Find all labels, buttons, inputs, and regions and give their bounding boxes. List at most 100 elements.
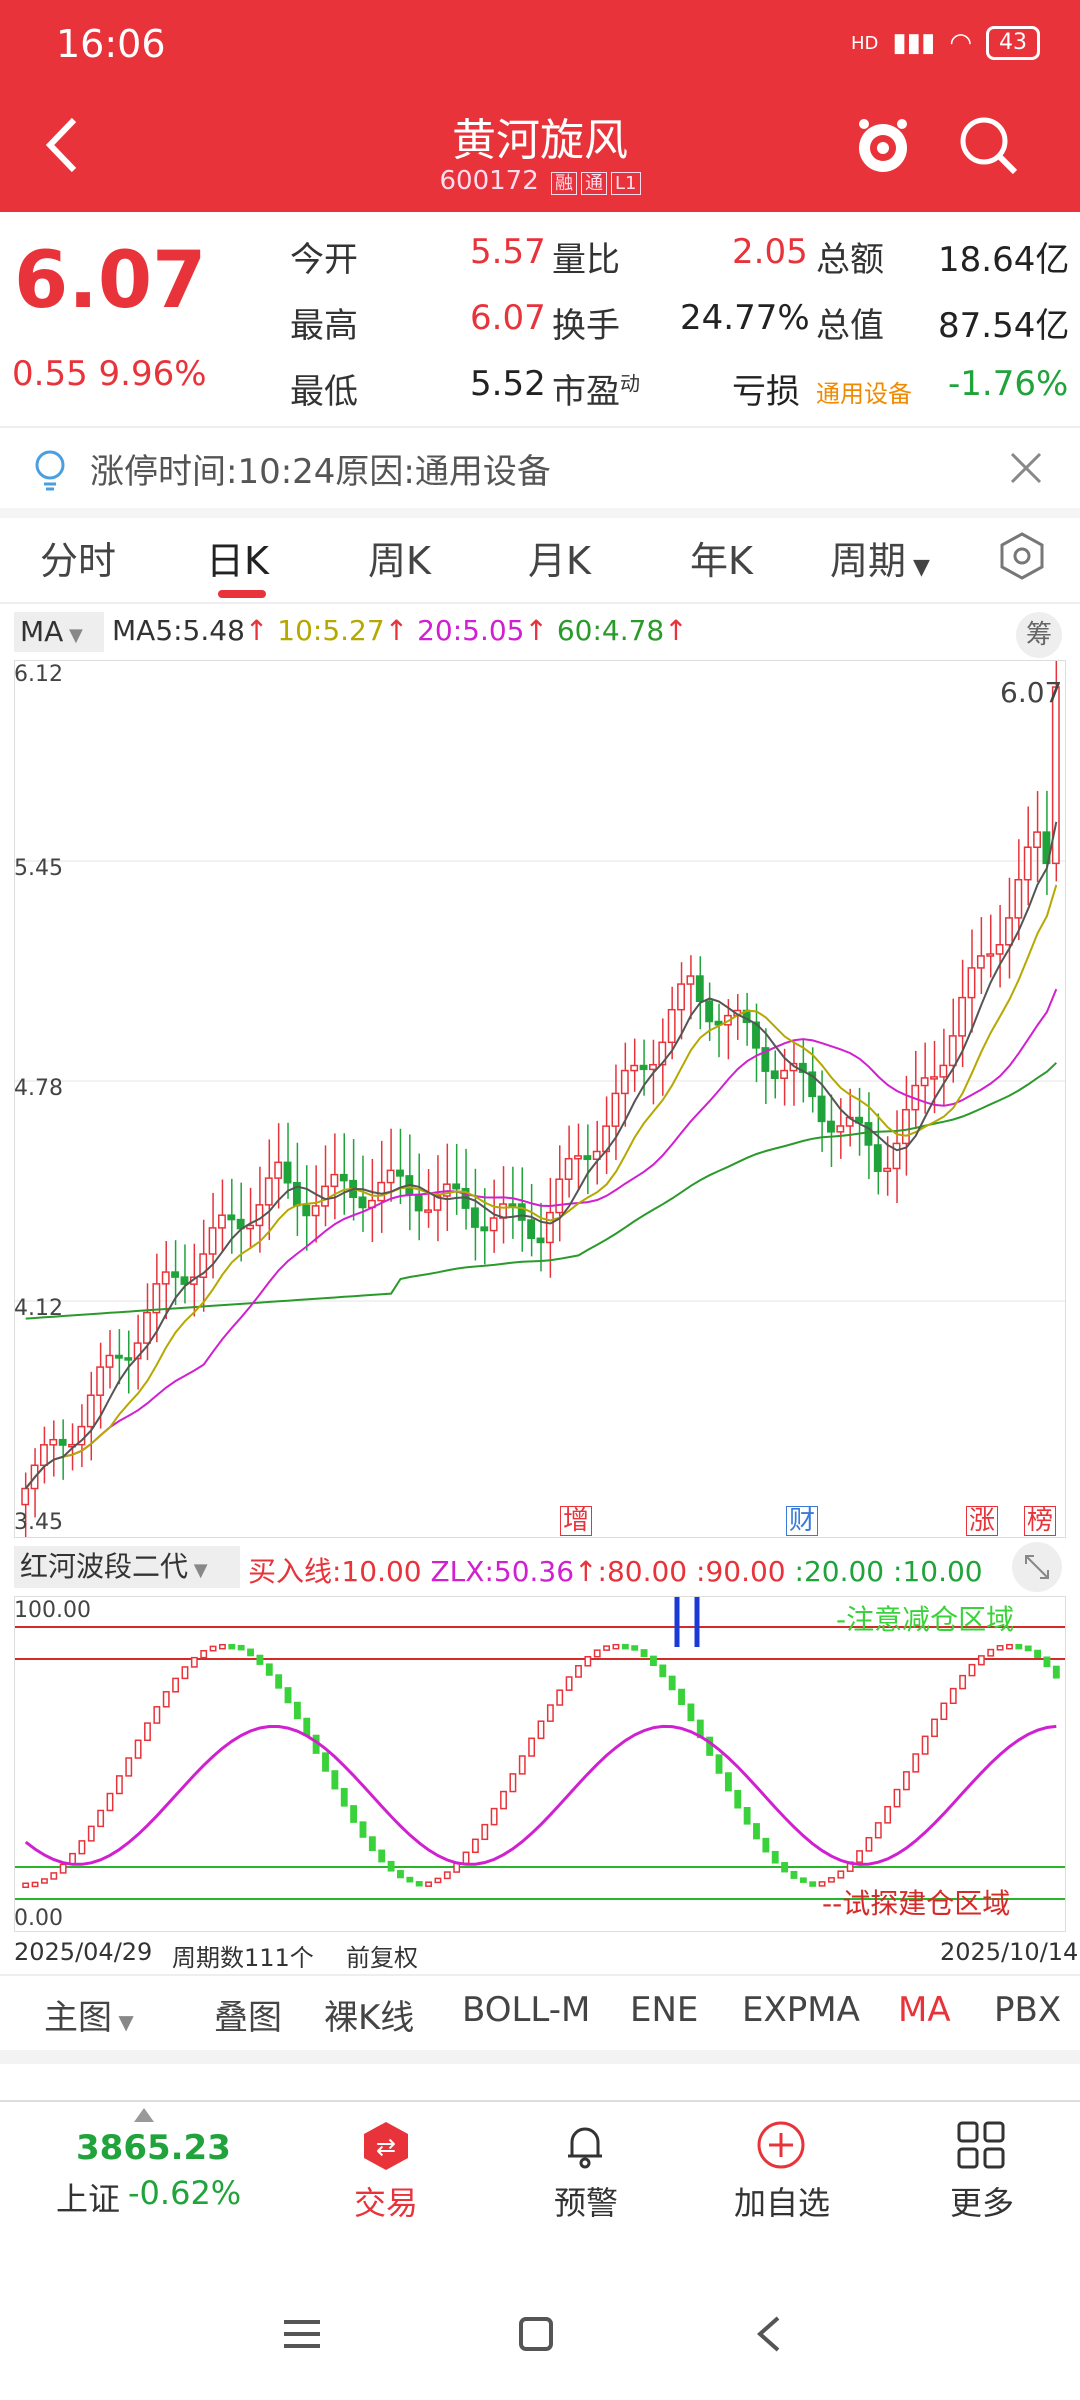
candle-body [86, 1394, 95, 1428]
adjust-type[interactable]: 前复权 [346, 1944, 418, 1972]
candle-body [39, 1444, 48, 1467]
indicator-bar [97, 1809, 105, 1828]
tab-weekly-k[interactable]: 周K [368, 539, 431, 583]
ma5-line [24, 821, 1058, 1490]
tab-period[interactable]: 周期 ▼ [830, 530, 930, 585]
indicator-bar [612, 1643, 620, 1650]
high-label: 最高 [290, 306, 358, 346]
candle-body [939, 1064, 948, 1078]
tab-yearly-k[interactable]: 年K [690, 539, 753, 583]
buy-line-value: 买入线:10.00 [248, 1555, 422, 1588]
caret-down-icon: ▼ [63, 625, 83, 646]
indicator-bar [799, 1877, 807, 1883]
indicator-bar [228, 1643, 236, 1650]
indicator-bar [659, 1664, 667, 1678]
indicator-bar [134, 1739, 142, 1759]
indicator-bar [537, 1720, 545, 1740]
expma-button[interactable]: EXPMA [742, 1990, 860, 2030]
indicator-selector[interactable]: 红河波段二代 ▼ [14, 1546, 240, 1588]
settings-hex-icon[interactable] [996, 530, 1048, 582]
search-icon[interactable] [955, 112, 1021, 178]
back-nav-icon[interactable] [754, 2314, 784, 2354]
overlay-button[interactable]: 叠图 [214, 1998, 282, 2038]
divider [0, 426, 1080, 428]
grid-menu-icon[interactable] [954, 2118, 1008, 2172]
candle-body [677, 983, 685, 1011]
svg-text:⇄: ⇄ [376, 2133, 396, 2161]
kline-svg [15, 645, 1065, 1540]
sector-change: -1.76% [948, 364, 1069, 404]
arrow-up-icon: ↑ [244, 614, 269, 647]
event-marker[interactable]: 涨 [966, 1506, 999, 1536]
indicator-bar [50, 1872, 58, 1880]
main-chart-button[interactable]: 主图 ▼ [44, 1990, 134, 2039]
candle-body [574, 1155, 582, 1160]
more-label[interactable]: 更多 [950, 2184, 1015, 2222]
trade-icon[interactable]: ⇄ [360, 2120, 412, 2172]
mcap-value: 87.54亿 [938, 306, 1070, 346]
indicator-svg [15, 1597, 1065, 1900]
naked-k-button[interactable]: 裸K线 [324, 1998, 415, 2038]
pbx-button[interactable]: PBX [994, 1990, 1062, 2030]
bell-icon[interactable] [558, 2118, 612, 2172]
candle-body [396, 1169, 404, 1177]
alert-label[interactable]: 预警 [554, 2184, 619, 2222]
indicator-bar [190, 1656, 198, 1668]
kline-chart[interactable] [14, 645, 1066, 1540]
ma-button[interactable]: MA [898, 1990, 951, 2030]
index-value[interactable]: 3865.23 [76, 2128, 231, 2168]
indicator-bar [256, 1654, 264, 1665]
close-icon[interactable] [1008, 450, 1044, 486]
event-marker[interactable]: 榜 [1024, 1506, 1057, 1536]
indicator-bar [668, 1675, 676, 1691]
menu-icon[interactable] [282, 2316, 322, 2352]
candle-body [414, 1194, 423, 1212]
chip-distribution-button[interactable]: 筹 [1016, 612, 1062, 658]
indicator-bar [500, 1790, 507, 1810]
tab-daily-k[interactable]: 日K [206, 539, 269, 583]
candle-body [705, 1000, 714, 1023]
trade-label[interactable]: 交易 [354, 2184, 419, 2222]
candle-body [686, 975, 695, 985]
indicator-chart[interactable] [14, 1596, 1066, 1932]
indicator-bar [406, 1876, 414, 1883]
event-marker[interactable]: 财 [786, 1506, 819, 1536]
indicator-bar [144, 1722, 151, 1742]
add-watchlist-label[interactable]: 加自选 [734, 2184, 831, 2222]
price-change: 0.55 9.96% [12, 354, 207, 394]
ma-selector[interactable]: MA ▼ [14, 612, 104, 652]
tab-monthly-k[interactable]: 月K [528, 539, 591, 583]
amount-label: 总额 [816, 240, 884, 280]
caret-down-icon: ▼ [906, 555, 930, 580]
sector-name[interactable]: 通用设备 [816, 380, 912, 408]
event-marker[interactable]: 增 [560, 1506, 593, 1536]
mcap-label: 总值 [816, 306, 884, 346]
indicator-bar [837, 1870, 845, 1879]
divider [0, 1974, 1080, 1976]
arrow-up-icon: ↑ [524, 614, 548, 647]
candle-body [827, 1120, 835, 1133]
indicator-bar [902, 1771, 910, 1791]
header: 16:06 HD ▮▮▮ ◠ 43 黄河旋风 600172 融通 L1 [0, 0, 1080, 212]
back-icon[interactable] [40, 110, 84, 180]
expand-icon[interactable] [1012, 1542, 1062, 1592]
home-icon[interactable] [518, 2316, 554, 2352]
line90-value: :90.00 [696, 1555, 786, 1588]
candle-body [152, 1283, 161, 1314]
y-axis-tick: 5.45 [14, 856, 63, 881]
candle-body [133, 1342, 142, 1360]
candle-body [555, 1178, 564, 1214]
add-watchlist-icon[interactable] [754, 2118, 808, 2172]
candle-body [817, 1095, 826, 1123]
ene-button[interactable]: ENE [630, 1990, 699, 2030]
boll-m-button[interactable]: BOLL-M [462, 1990, 591, 2030]
period-count: 周期数111个 [172, 1944, 314, 1972]
candle-body [199, 1253, 208, 1278]
assistant-icon[interactable] [850, 112, 916, 178]
arrow-up-icon: ↑ [574, 1555, 598, 1588]
candle-body [948, 1035, 957, 1067]
candle-body [564, 1157, 573, 1180]
indicator-bar [790, 1870, 798, 1879]
tab-intraday[interactable]: 分时 [40, 539, 117, 583]
notice-bar[interactable]: 涨停时间:10:24原因:通用设备 [0, 430, 1080, 508]
